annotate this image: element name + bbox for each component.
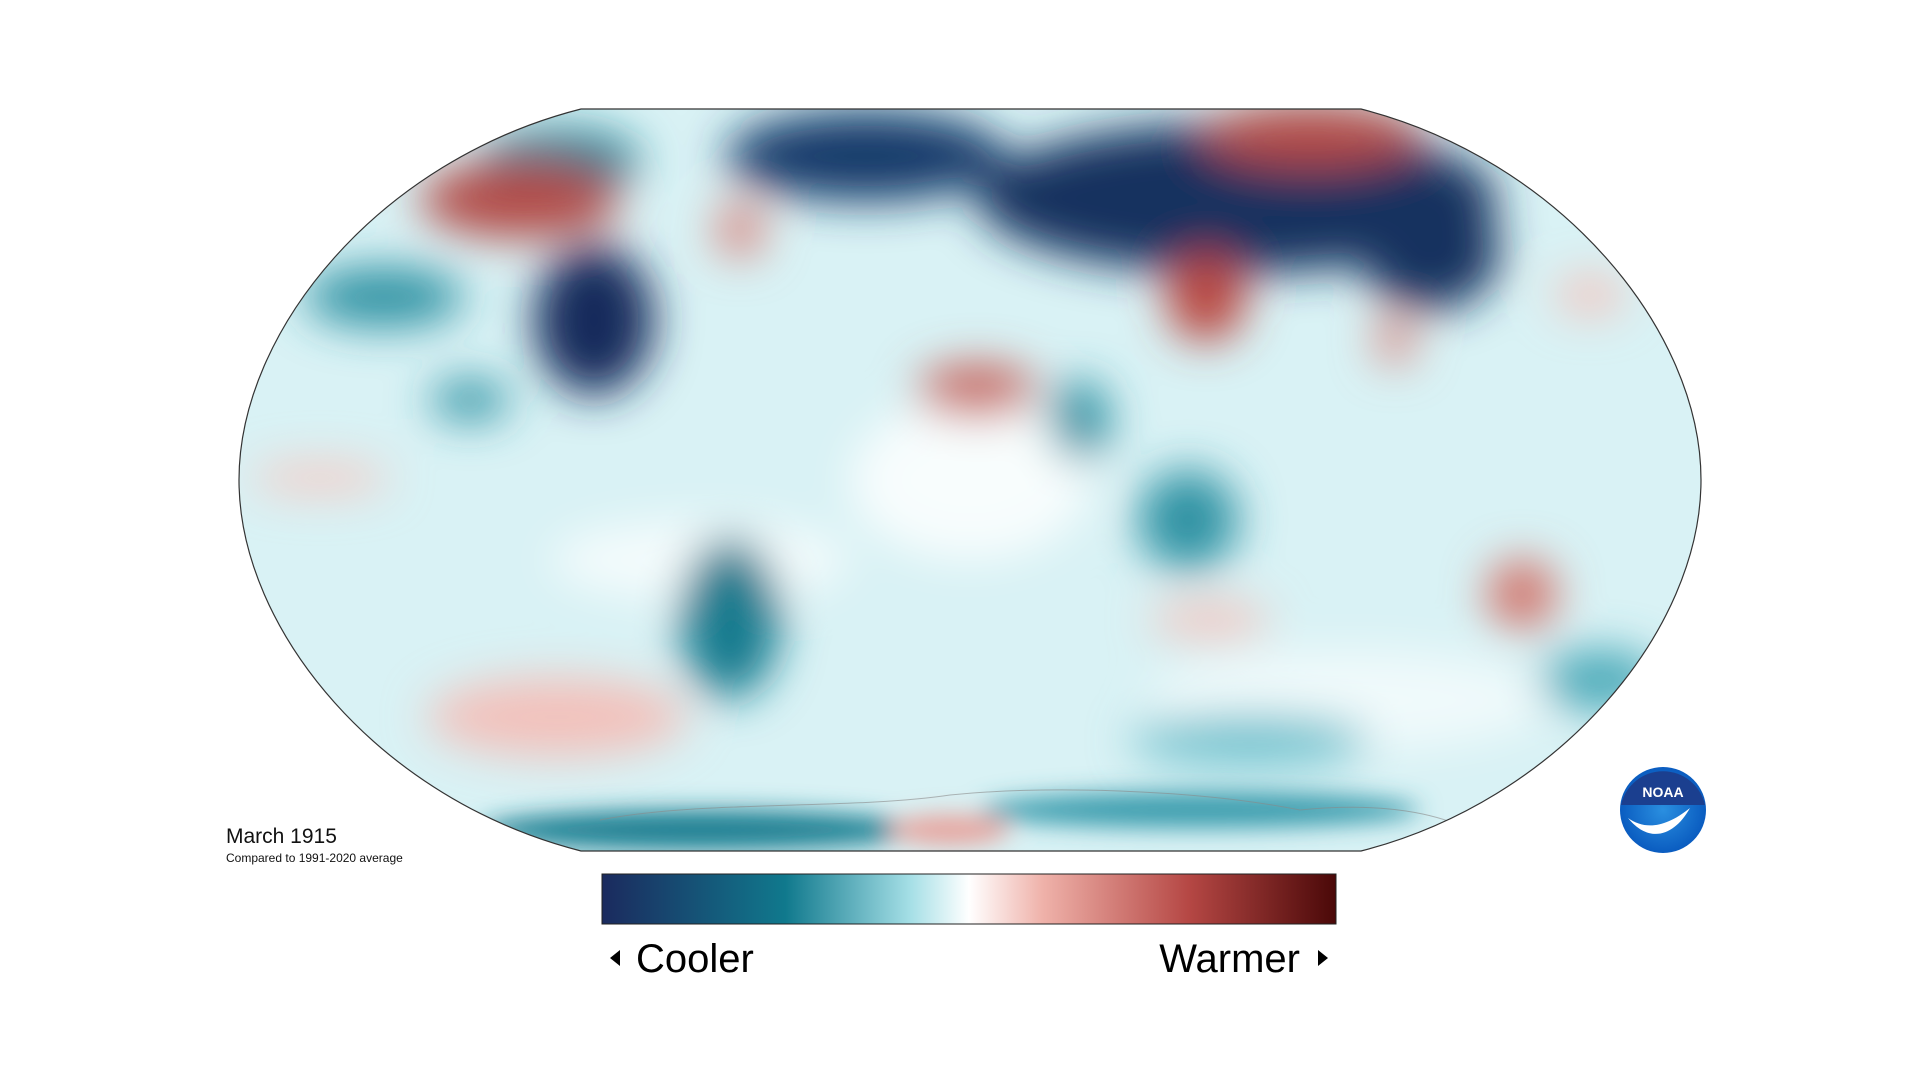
map-outline bbox=[238, 108, 1702, 852]
color-bar bbox=[601, 873, 1337, 925]
map-title: March 1915 bbox=[226, 825, 337, 848]
cool-arrow bbox=[610, 950, 620, 966]
map-subtitle: Compared to 1991-2020 average bbox=[226, 851, 403, 865]
anomaly-map bbox=[239, 109, 1701, 851]
warm-label: Warmer bbox=[1159, 937, 1300, 981]
logo-text: NOAA bbox=[1642, 784, 1683, 800]
cool-label: Cooler bbox=[636, 937, 754, 981]
noaa-logo: NOAA bbox=[1620, 767, 1706, 853]
warm-arrow bbox=[1318, 950, 1328, 966]
